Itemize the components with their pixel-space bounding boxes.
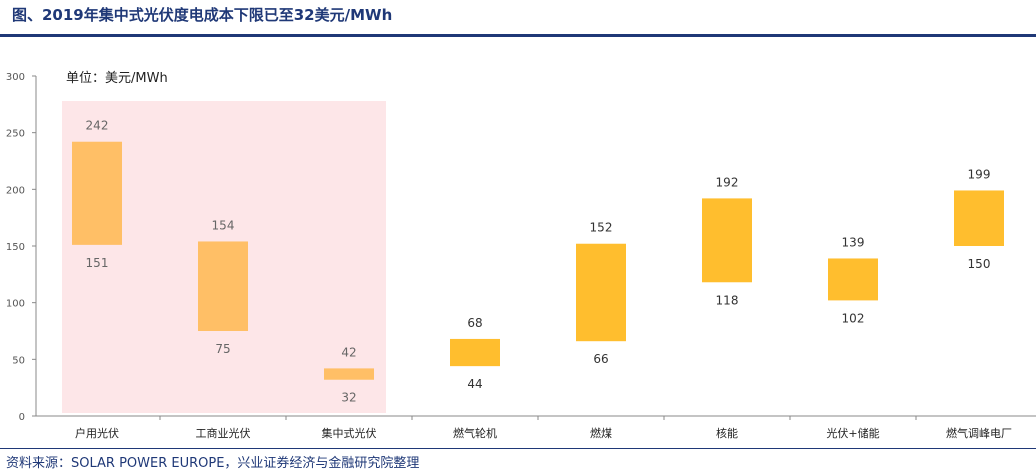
high-value-label: 68 xyxy=(467,316,482,330)
range-bar xyxy=(450,338,500,367)
range-bar xyxy=(72,141,122,245)
x-category-label: 集中式光伏 xyxy=(322,426,377,440)
x-category-label: 户用光伏 xyxy=(75,426,119,440)
y-tick-label: 50 xyxy=(12,355,25,366)
title-divider xyxy=(0,34,1036,37)
low-value-label: 151 xyxy=(86,256,109,270)
high-value-label: 242 xyxy=(86,119,109,133)
high-value-label: 152 xyxy=(590,221,613,235)
unit-label: 单位：美元/MWh xyxy=(66,71,168,86)
high-value-label: 42 xyxy=(341,345,356,359)
high-value-label: 139 xyxy=(842,235,865,249)
low-value-label: 150 xyxy=(968,257,991,271)
x-category-label: 燃煤 xyxy=(590,426,612,440)
y-tick-label: 300 xyxy=(6,72,25,83)
high-value-label: 192 xyxy=(716,175,739,189)
chart-title: 图、2019年集中式光伏度电成本下限已至32美元/MWh xyxy=(12,6,393,24)
source-divider xyxy=(0,448,1036,449)
range-bar xyxy=(954,190,1004,246)
x-category-label: 工商业光伏 xyxy=(196,426,251,440)
high-value-label: 154 xyxy=(212,218,235,232)
low-value-label: 44 xyxy=(467,377,482,391)
y-tick-label: 150 xyxy=(6,242,25,253)
y-tick-label: 200 xyxy=(6,185,25,196)
low-value-label: 102 xyxy=(842,311,865,325)
x-category-label: 核能 xyxy=(716,426,738,440)
x-category-label: 燃气轮机 xyxy=(453,426,497,440)
x-category-label: 燃气调峰电厂 xyxy=(946,426,1012,440)
high-value-label: 199 xyxy=(968,167,991,181)
x-category-label: 光伏+储能 xyxy=(826,426,879,440)
floating-bar-chart: 0 50 100 150 200 250 300 户用光伏 工商业光伏 集中式光伏 燃气轮机 燃煤 核能… xyxy=(6,71,1036,440)
range-bar xyxy=(324,368,374,380)
range-bar xyxy=(576,243,626,342)
low-value-label: 32 xyxy=(341,391,356,405)
y-tick-label: 0 xyxy=(19,412,25,423)
range-bar xyxy=(828,258,878,301)
low-value-label: 66 xyxy=(593,352,608,366)
low-value-label: 118 xyxy=(716,293,739,307)
y-tick-label: 250 xyxy=(6,129,25,140)
range-bar xyxy=(198,241,248,331)
y-tick-label: 100 xyxy=(6,299,25,310)
low-value-label: 75 xyxy=(215,342,230,356)
range-bar xyxy=(702,198,752,283)
source-note: 资料来源：SOLAR POWER EUROPE，兴业证券经济与金融研究院整理 xyxy=(6,456,420,471)
